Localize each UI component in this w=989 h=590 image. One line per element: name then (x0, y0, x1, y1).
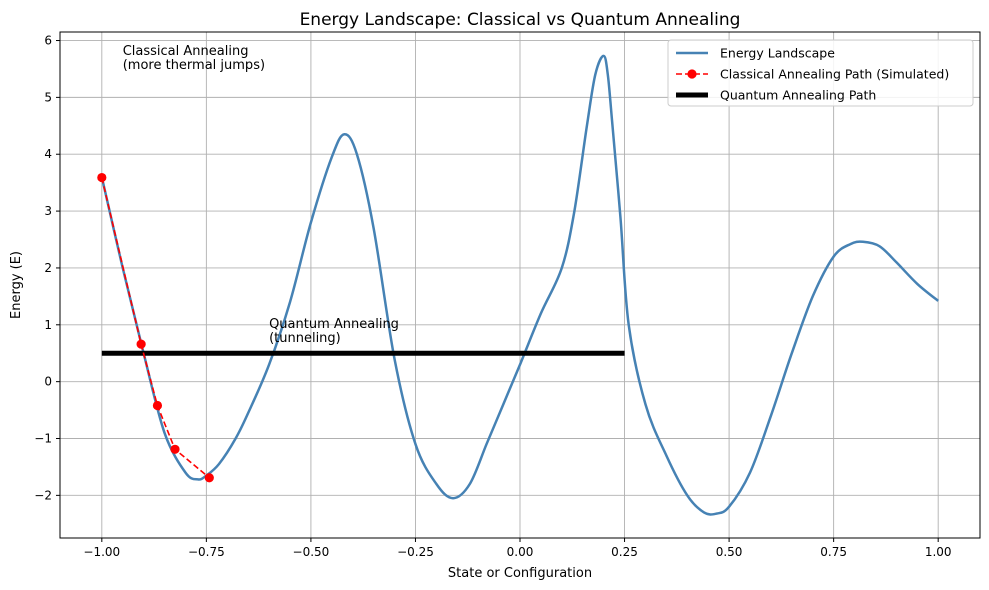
y-tick-label: 0 (44, 375, 52, 389)
legend-label: Classical Annealing Path (Simulated) (720, 67, 949, 82)
legend-marker-classical (687, 69, 697, 79)
x-tick-label: 0.25 (611, 545, 638, 559)
classical-annealing-point (204, 473, 214, 483)
chart-title: Energy Landscape: Classical vs Quantum A… (300, 10, 741, 30)
classical-annealing-point (97, 172, 107, 183)
y-tick-label: 2 (44, 261, 52, 275)
x-tick-label: 0.50 (716, 545, 743, 559)
x-tick-label: 1.00 (925, 545, 952, 559)
plot-area (97, 54, 939, 516)
legend-label: Quantum Annealing Path (720, 88, 876, 103)
x-tick-label: −0.25 (397, 545, 434, 559)
x-tick-label: −0.50 (293, 545, 330, 559)
y-tick-label: 3 (44, 204, 52, 218)
x-tick-label: −1.00 (83, 545, 120, 559)
x-tick-label: 0.00 (507, 545, 534, 559)
y-tick-label: 6 (44, 34, 52, 48)
y-axis-label: Energy (E) (9, 251, 24, 319)
x-tick-label: −0.75 (188, 545, 225, 559)
legend-box (667, 39, 974, 107)
x-axis-label: State or Configuration (448, 566, 592, 581)
y-tick-label: 1 (44, 318, 52, 332)
energy-landscape-line (100, 54, 939, 516)
grid-lines (60, 32, 980, 538)
y-axis-ticks: −2 −1 0 1 2 3 4 5 6 (34, 34, 60, 502)
classical-annealing-point (136, 339, 146, 349)
x-tick-label: 0.75 (820, 545, 847, 559)
y-tick-label: 4 (44, 147, 52, 161)
annotation-line: Classical Annealing (123, 44, 249, 59)
classical-annealing-point (170, 444, 180, 454)
legend: Energy Landscape Classical Annealing Path… (667, 39, 974, 107)
annotation-line: (more thermal jumps) (123, 58, 265, 73)
annotation-line: Quantum Annealing (269, 317, 399, 332)
y-tick-label: 5 (44, 90, 52, 104)
y-tick-label: −2 (34, 488, 52, 502)
annotation-text: Quantum Annealing (tunneling) (269, 317, 399, 346)
classical-annealing-point (152, 400, 163, 411)
annotations: Classical Annealing (more thermal jumps) Q… (123, 44, 399, 346)
annotation-line: (tunneling) (269, 331, 341, 346)
y-tick-label: −1 (34, 432, 52, 446)
x-axis-ticks: −1.00 −0.75 −0.50 −0.25 0.00 0.25 0.50 0.75 1.00 (83, 538, 952, 559)
annotation-text: Classical Annealing (more thermal jumps) (123, 44, 265, 73)
legend-label: Energy Landscape (720, 46, 835, 61)
